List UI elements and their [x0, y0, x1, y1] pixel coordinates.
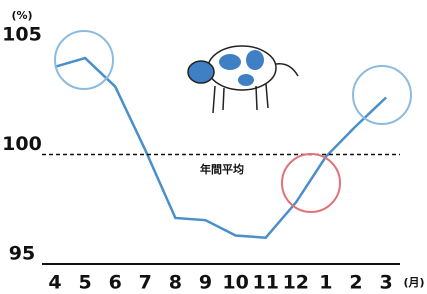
highlight-circle: [282, 154, 340, 212]
x-tick-label: 7: [139, 272, 152, 294]
x-tick-label: 6: [109, 272, 122, 294]
y-tick-label: 100: [2, 133, 42, 155]
chart: 321 121110 987654 105 100 95 (%) (月) 年間平均: [0, 0, 427, 294]
x-tick-label: 3: [379, 272, 392, 294]
x-tick-label: 5: [78, 272, 91, 294]
highlight-circle: [353, 66, 411, 124]
cow-illustration: [188, 46, 298, 113]
y-unit: (%): [11, 9, 32, 22]
x-tick-label: 8: [169, 272, 182, 294]
x-tick-label: 9: [199, 272, 212, 294]
x-tick-label: 2: [349, 272, 362, 294]
annotation: 年間平均: [200, 162, 244, 176]
y-tick-label: 105: [2, 23, 42, 45]
x-tick-label: 4: [48, 272, 61, 294]
x-tick-label: 1: [319, 272, 332, 294]
x-unit: (月): [403, 276, 424, 289]
y-tick-label: 95: [9, 243, 35, 265]
x-tick-label: 12: [283, 272, 309, 294]
highlight-circle: [55, 31, 113, 89]
x-tick-label: 11: [252, 272, 278, 294]
x-tick-label: 10: [222, 272, 248, 294]
